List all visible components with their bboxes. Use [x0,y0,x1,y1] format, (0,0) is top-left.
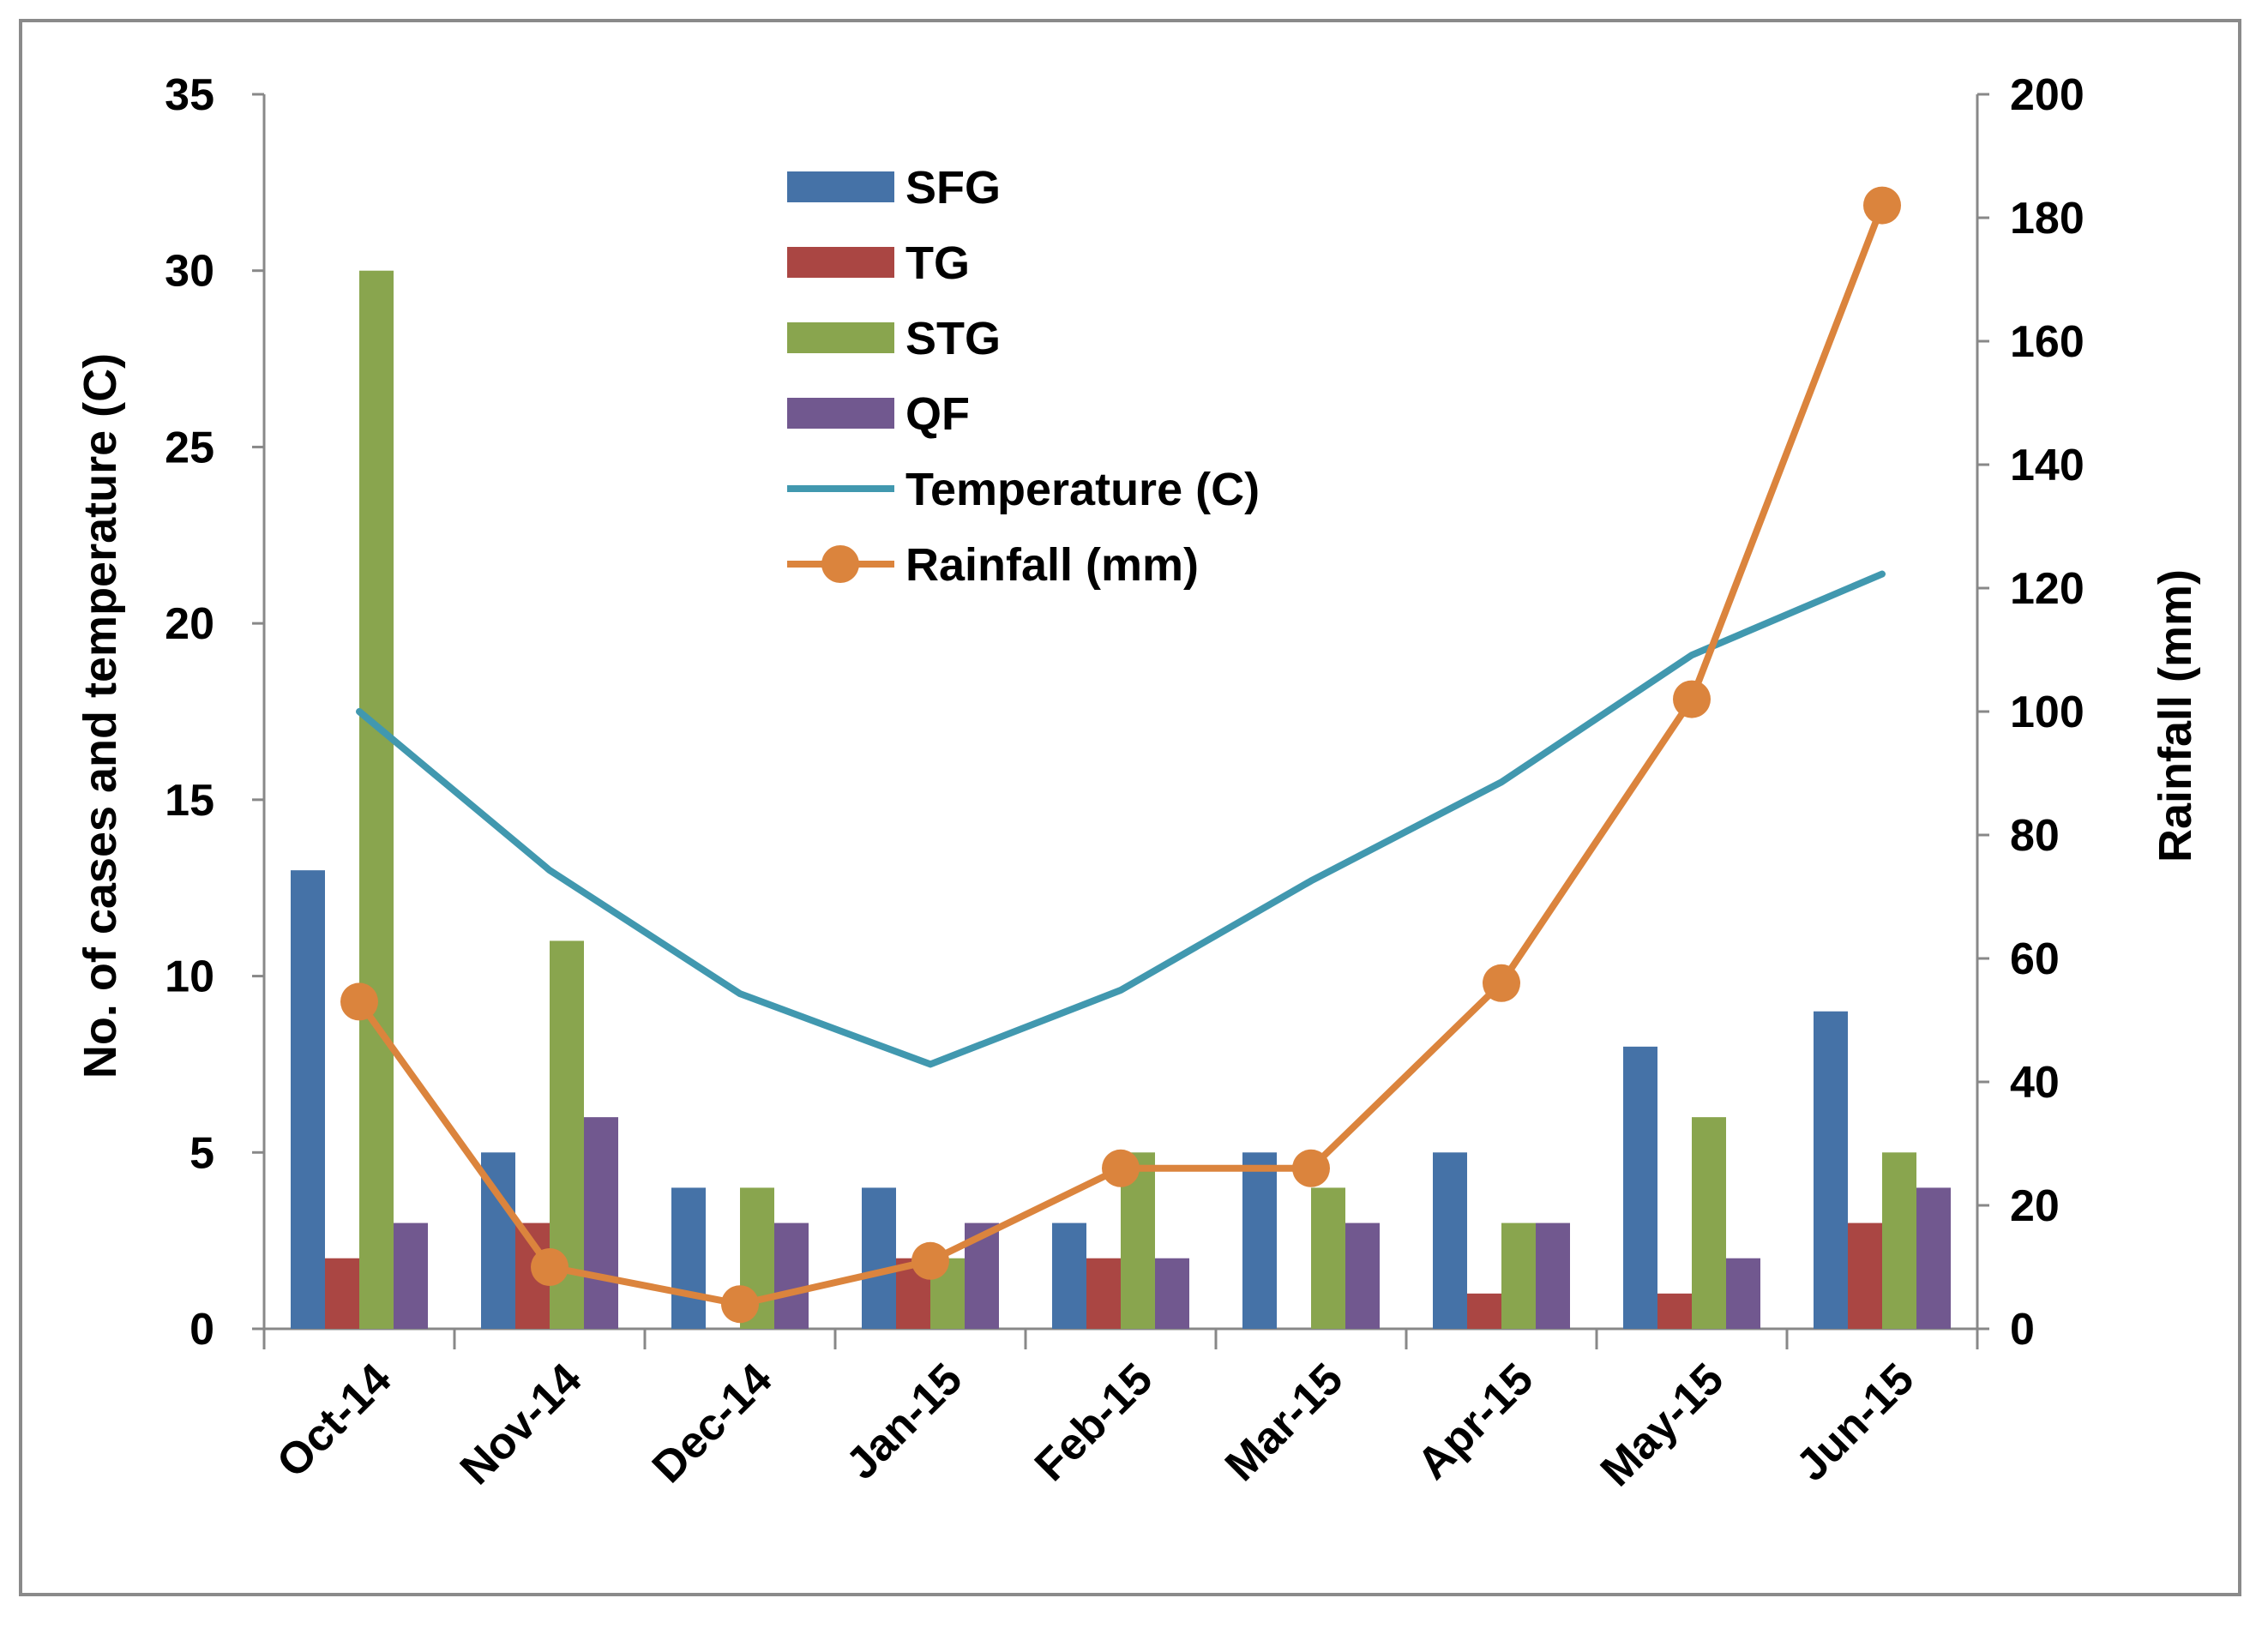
y-right-tick-label: 100 [2010,688,2085,737]
y-left-tick-label: 35 [165,70,214,120]
bar-stg-jun-15 [1882,1152,1916,1329]
y-right-tick-label: 0 [2010,1305,2035,1355]
y-right-tick-label: 200 [2010,70,2085,120]
point-rainfall-mm-may-15 [1673,680,1711,718]
bar-qf-apr-15 [1536,1223,1570,1329]
y-right-tick-label: 20 [2010,1181,2060,1231]
bar-qf-feb-15 [1155,1258,1189,1329]
y-left-tick-label: 20 [165,599,214,649]
point-rainfall-mm-dec-14 [721,1285,759,1324]
legend-qf-swatch [787,398,894,429]
legend-tg-label: TG [905,237,970,289]
legend-sfg-swatch [787,171,894,202]
y-right-tick-label: 40 [2010,1058,2060,1108]
bar-sfg-feb-15 [1052,1223,1086,1329]
bar-qf-dec-14 [774,1223,809,1329]
point-rainfall-mm-apr-15 [1483,964,1520,1002]
bar-qf-nov-14 [584,1117,618,1329]
bar-sfg-may-15 [1623,1046,1657,1329]
bar-sfg-apr-15 [1433,1152,1467,1329]
x-tick-label: Apr-15 [1408,1354,1543,1488]
point-rainfall-mm-jan-15 [911,1241,949,1280]
legend-sfg-label: SFG [905,162,1001,213]
bar-tg-jun-15 [1848,1223,1882,1329]
bar-stg-mar-15 [1311,1187,1345,1329]
legend-stg-swatch [787,322,894,353]
bar-sfg-jun-15 [1814,1011,1848,1329]
y-left-tick-label: 5 [190,1128,214,1178]
y-right-tick-label: 160 [2010,317,2085,367]
point-rainfall-mm-jun-15 [1863,186,1901,225]
bar-tg-apr-15 [1467,1293,1501,1329]
x-tick-label: Nov-14 [451,1354,592,1494]
point-rainfall-mm-mar-15 [1292,1149,1330,1187]
y-right-tick-label: 140 [2010,441,2085,490]
bars [291,270,1951,1329]
legend-stg-label: STG [905,313,1001,364]
bar-tg-oct-14 [325,1258,359,1329]
legend: SFG TG STG QF Temperature (C) Rainfall (mm) [787,162,1260,591]
bar-sfg-dec-14 [671,1187,706,1329]
y-left-tick-label: 10 [165,952,214,1002]
bar-tg-may-15 [1657,1293,1692,1329]
bar-qf-oct-14 [394,1223,428,1329]
x-tick-label: Jun-15 [1787,1354,1924,1491]
y-right-tick-label: 60 [2010,934,2060,984]
bar-stg-apr-15 [1501,1223,1536,1329]
point-rainfall-mm-feb-15 [1102,1149,1140,1187]
bar-sfg-jan-15 [862,1187,896,1329]
bar-qf-jun-15 [1916,1187,1951,1329]
y-right-tick-label: 80 [2010,811,2060,861]
bar-qf-may-15 [1726,1258,1760,1329]
legend-rainfall-mm-marker [821,545,859,583]
lines [340,186,1901,1324]
x-tick-label: May-15 [1591,1354,1734,1496]
bar-stg-may-15 [1692,1117,1726,1329]
legend-temperature-c-label: Temperature (C) [905,464,1260,515]
bar-qf-mar-15 [1345,1223,1380,1329]
bar-tg-feb-15 [1086,1258,1121,1329]
x-tick-label: Oct-14 [268,1354,401,1487]
x-tick-label: Feb-15 [1026,1354,1163,1491]
y-left-axis-title: No. of cases and temperature (C) [75,353,126,1078]
x-tick-label: Dec-14 [643,1354,782,1493]
legend-tg-swatch [787,247,894,278]
y-right-axis-title: Rainfall (mm) [2150,569,2201,862]
bar-sfg-oct-14 [291,870,325,1329]
point-rainfall-mm-oct-14 [340,982,378,1021]
y-left-tick-label: 0 [190,1305,214,1355]
line-temperature-c [356,570,1886,1068]
y-left-tick-label: 25 [165,423,214,472]
bar-stg-oct-14 [359,270,394,1329]
point-rainfall-mm-nov-14 [531,1248,569,1286]
x-tick-label: Jan-15 [837,1354,972,1489]
bar-sfg-mar-15 [1242,1152,1277,1329]
x-tick-label: Mar-15 [1216,1354,1353,1491]
legend-qf-label: QF [905,388,970,440]
y-right-tick-label: 120 [2010,564,2085,614]
y-right-tick-label: 180 [2010,194,2085,243]
y-left-tick-label: 30 [165,247,214,297]
legend-rainfall-mm-label: Rainfall (mm) [905,539,1199,591]
y-left-tick-label: 15 [165,776,214,826]
